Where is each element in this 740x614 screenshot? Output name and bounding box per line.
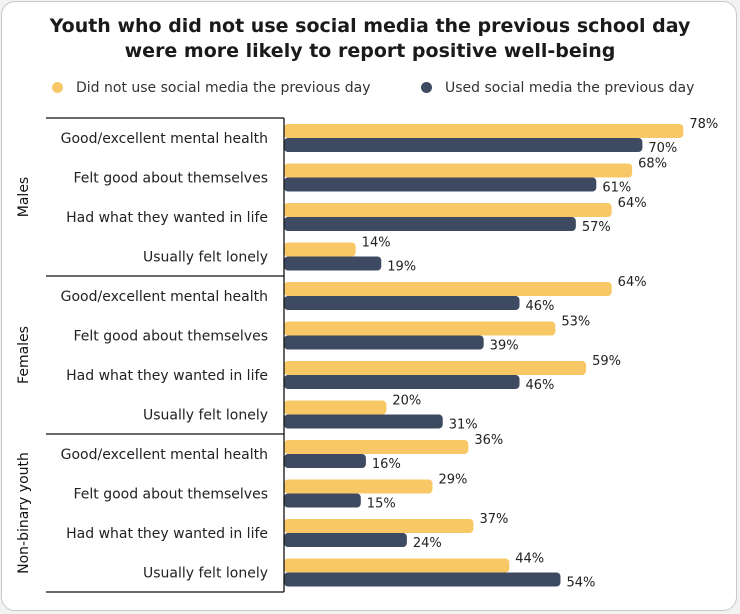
category-label: Had what they wanted in life (66, 210, 268, 226)
value-label-not-used: 78% (689, 117, 718, 132)
value-label-used: 24% (413, 536, 442, 551)
group-label: Non-binary youth (16, 452, 32, 574)
bar-not-used (284, 361, 587, 375)
category-label: Usually felt lonely (143, 566, 268, 582)
category-label: Felt good about themselves (73, 329, 268, 345)
value-label-not-used: 44% (515, 552, 544, 567)
bar-not-used (284, 479, 433, 494)
bar-not-used (284, 242, 356, 257)
bar-used (284, 533, 407, 547)
category-label: Good/excellent mental health (61, 447, 268, 463)
bar-used (284, 375, 520, 389)
bar-used (284, 572, 561, 587)
bar-not-used (284, 321, 556, 336)
value-label-not-used: 36% (474, 433, 503, 448)
category-label: Had what they wanted in life (66, 368, 268, 384)
group-label: Females (16, 326, 32, 384)
bar-not-used (284, 203, 612, 217)
legend-item-not-used: Did not use social media the previous da… (52, 79, 382, 97)
value-label-used: 39% (490, 339, 519, 354)
value-label-not-used: 68% (638, 157, 667, 172)
bar-used (284, 414, 443, 429)
bar-not-used (284, 124, 684, 138)
bar-not-used (284, 282, 612, 296)
bar-not-used (284, 519, 474, 533)
bar-used (284, 177, 597, 192)
category-label: Usually felt lonely (143, 408, 268, 424)
chart-title-line-1: Youth who did not use social media the p… (49, 15, 691, 37)
value-label-used: 46% (526, 378, 555, 393)
bar-used (284, 217, 576, 231)
value-label-used: 54% (566, 576, 595, 591)
value-label-not-used: 64% (618, 196, 647, 211)
value-label-used: 19% (387, 260, 416, 275)
value-label-not-used: 64% (618, 275, 647, 290)
category-label: Had what they wanted in life (66, 526, 268, 542)
bar-used (284, 138, 643, 152)
value-label-used: 57% (582, 220, 611, 235)
legend-label-not-used: Did not use social media the previous da… (76, 80, 371, 96)
value-label-not-used: 14% (362, 236, 391, 251)
value-label-used: 61% (602, 181, 631, 196)
bar-used (284, 493, 361, 508)
bar-not-used (284, 558, 510, 573)
bar-not-used (284, 440, 469, 454)
chart-title-line-2: were more likely to report positive well… (124, 40, 616, 62)
value-label-not-used: 53% (561, 315, 590, 330)
value-label-used: 46% (526, 299, 555, 314)
legend-item-used: Used social media the previous day (421, 79, 721, 97)
category-label: Good/excellent mental health (61, 289, 268, 305)
category-label: Felt good about themselves (73, 487, 268, 503)
value-label-used: 70% (648, 141, 677, 156)
value-label-not-used: 59% (592, 354, 621, 369)
bar-used (284, 296, 520, 310)
legend-swatch-not-used (52, 82, 63, 93)
bar-used (284, 335, 484, 350)
bar-not-used (284, 400, 387, 415)
value-label-not-used: 37% (479, 512, 508, 527)
value-label-not-used: 29% (438, 473, 467, 488)
category-label: Felt good about themselves (73, 171, 268, 187)
legend-swatch-used (421, 82, 432, 93)
category-label: Usually felt lonely (143, 250, 268, 266)
value-label-used: 15% (367, 497, 396, 512)
value-label-used: 16% (372, 457, 401, 472)
category-label: Good/excellent mental health (61, 131, 268, 147)
bar-not-used (284, 163, 633, 178)
bar-used (284, 454, 366, 468)
legend-label-used: Used social media the previous day (445, 80, 695, 96)
value-label-not-used: 20% (392, 394, 421, 409)
group-label: Males (16, 177, 32, 217)
bar-used (284, 256, 382, 271)
value-label-used: 31% (449, 418, 478, 433)
